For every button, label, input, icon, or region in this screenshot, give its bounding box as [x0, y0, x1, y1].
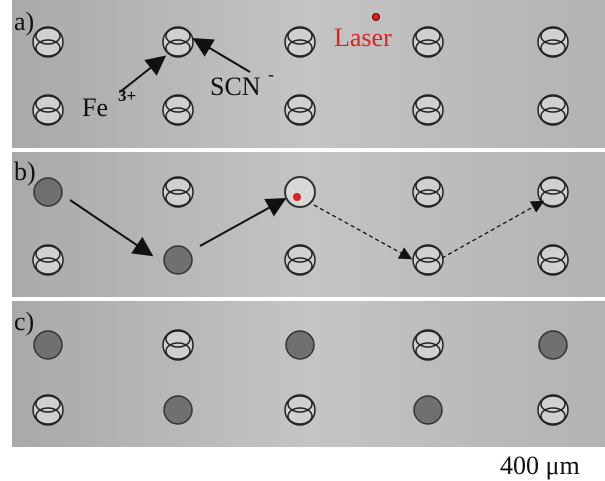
merged-droplet	[285, 177, 315, 207]
panel-label: a)	[14, 7, 34, 36]
scn-label: SCN	[210, 72, 261, 101]
merged-droplet	[34, 178, 62, 206]
panel-label: c)	[14, 307, 34, 336]
fe-charge: 3+	[118, 86, 136, 105]
laser-spot	[293, 193, 301, 201]
laser-spot	[373, 14, 380, 21]
merged-droplet	[286, 331, 314, 359]
scn-charge: -	[268, 64, 274, 84]
panel-a	[12, 0, 605, 148]
panel-label: b)	[14, 157, 36, 186]
fe-label: Fe	[82, 93, 108, 122]
merged-droplet	[414, 396, 442, 424]
merged-droplet	[164, 246, 192, 274]
merged-droplet	[539, 331, 567, 359]
merged-droplet	[164, 396, 192, 424]
panels	[12, 0, 605, 447]
scale-bar-label: 400 μm	[500, 451, 580, 480]
laser-label: Laser	[334, 23, 392, 52]
panel-b	[12, 152, 605, 297]
merged-droplet	[34, 331, 62, 359]
figure: a) b) c) Laser Fe 3+ SCN - 400 μm	[0, 0, 605, 481]
panel-c	[12, 301, 605, 447]
